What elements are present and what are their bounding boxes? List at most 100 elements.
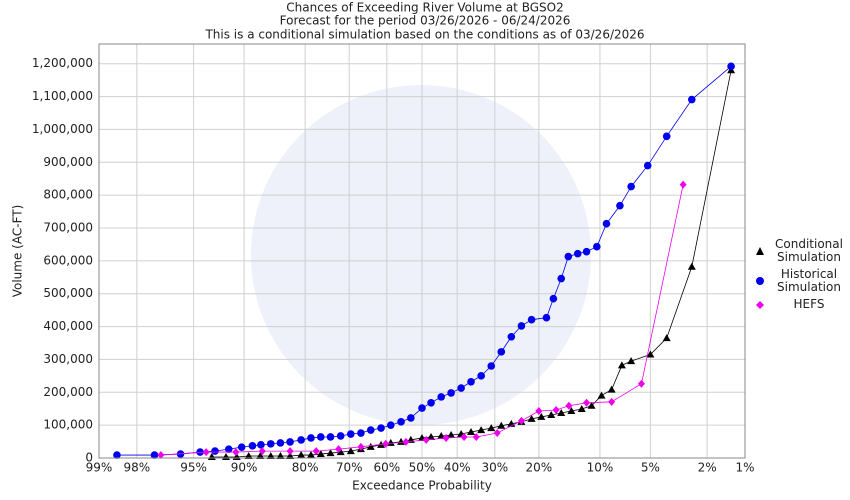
y-tick-label: 200,000 <box>43 385 93 399</box>
x-tick-label: 50% <box>409 461 436 475</box>
y-tick-label: 500,000 <box>43 286 93 300</box>
chart-title: Chances of Exceeding River Volume at BGS… <box>286 1 563 15</box>
y-tick-label: 100,000 <box>43 418 93 432</box>
data-point <box>457 384 465 392</box>
data-point <box>257 441 265 449</box>
data-point <box>552 406 560 415</box>
data-point <box>366 426 375 434</box>
data-point <box>437 393 446 401</box>
data-point <box>497 348 506 356</box>
data-point <box>537 412 546 420</box>
x-tick-label: 70% <box>336 461 363 475</box>
data-point <box>224 445 233 453</box>
data-point <box>587 401 596 409</box>
data-point <box>258 447 266 456</box>
data-point <box>386 421 395 429</box>
data-point <box>211 447 219 455</box>
x-tick-label: 5% <box>641 461 660 475</box>
data-point <box>573 249 582 258</box>
plot-frame <box>98 43 746 459</box>
data-point <box>276 452 285 460</box>
data-point <box>564 252 573 261</box>
data-point <box>582 247 591 256</box>
data-point <box>113 451 121 459</box>
data-point <box>517 416 525 425</box>
data-point <box>237 443 246 451</box>
data-point <box>637 379 645 388</box>
y-tick-label: 1,000,000 <box>32 122 93 136</box>
data-point <box>276 439 285 447</box>
data-point <box>336 432 345 440</box>
data-point <box>477 426 486 434</box>
y-tick-label: 0 <box>85 451 93 465</box>
data-point <box>244 452 253 460</box>
data-point <box>407 414 415 422</box>
data-point <box>382 439 390 448</box>
data-point <box>608 397 616 406</box>
data-point <box>662 334 671 342</box>
x-tick-label: 2% <box>698 461 717 475</box>
data-point <box>307 434 315 442</box>
data-point <box>447 389 455 397</box>
x-tick-label: 99% <box>86 461 113 475</box>
legend-item: Conditional Simulation <box>755 238 850 264</box>
y-tick-label: 900,000 <box>43 155 93 169</box>
data-point <box>297 436 305 444</box>
x-tick-label: 95% <box>180 461 207 475</box>
data-point <box>427 432 436 440</box>
legend-symbol <box>755 300 765 310</box>
data-point <box>507 332 516 341</box>
data-point <box>286 438 294 446</box>
data-point <box>377 424 385 432</box>
data-point <box>687 95 696 104</box>
legend-symbol <box>755 276 765 286</box>
chart-subtitle: Forecast for the period 03/26/2026 - 06/… <box>280 14 571 28</box>
data-point <box>397 418 405 426</box>
data-point <box>646 350 655 358</box>
data-point <box>248 442 257 450</box>
data-point <box>643 161 652 170</box>
data-point <box>346 430 355 438</box>
data-point <box>221 453 230 461</box>
data-point <box>687 262 696 270</box>
x-tick-label: 80% <box>292 461 319 475</box>
data-point <box>286 452 295 460</box>
data-point <box>602 219 611 228</box>
data-point <box>567 407 576 415</box>
data-point <box>535 407 543 416</box>
data-point <box>447 431 456 438</box>
data-point <box>497 421 506 429</box>
legend-label: Historical Simulation <box>777 267 841 294</box>
x-tick-label: 30% <box>481 461 508 475</box>
data-point <box>312 447 320 456</box>
data-point <box>583 398 591 407</box>
x-axis-label: Exceedance Probability <box>352 479 492 493</box>
y-tick-label: 1,100,000 <box>32 89 93 103</box>
data-point <box>232 448 240 457</box>
data-point <box>517 322 526 330</box>
data-point <box>679 180 687 189</box>
grid <box>98 44 746 459</box>
data-point <box>357 429 365 437</box>
data-point <box>547 410 556 418</box>
y-tick-label: 1,200,000 <box>32 56 93 70</box>
data-point <box>493 429 501 438</box>
data-point <box>402 437 410 446</box>
data-point <box>418 404 426 412</box>
data-point <box>565 401 573 410</box>
data-point <box>326 433 335 441</box>
y-axis-label: Volume (AC-FT) <box>11 205 25 298</box>
data-point <box>577 405 586 413</box>
data-point <box>727 62 735 71</box>
legend-label: Conditional Simulation <box>775 237 843 264</box>
y-tick-label: 800,000 <box>43 188 93 202</box>
data-point <box>467 428 476 436</box>
legend-item: Historical Simulation <box>755 268 850 294</box>
data-point <box>157 451 165 460</box>
data-point <box>607 385 616 393</box>
y-tick-label: 700,000 <box>43 221 93 235</box>
data-point <box>437 431 446 439</box>
data-point <box>527 315 536 324</box>
x-tick-label: 90% <box>231 461 258 475</box>
